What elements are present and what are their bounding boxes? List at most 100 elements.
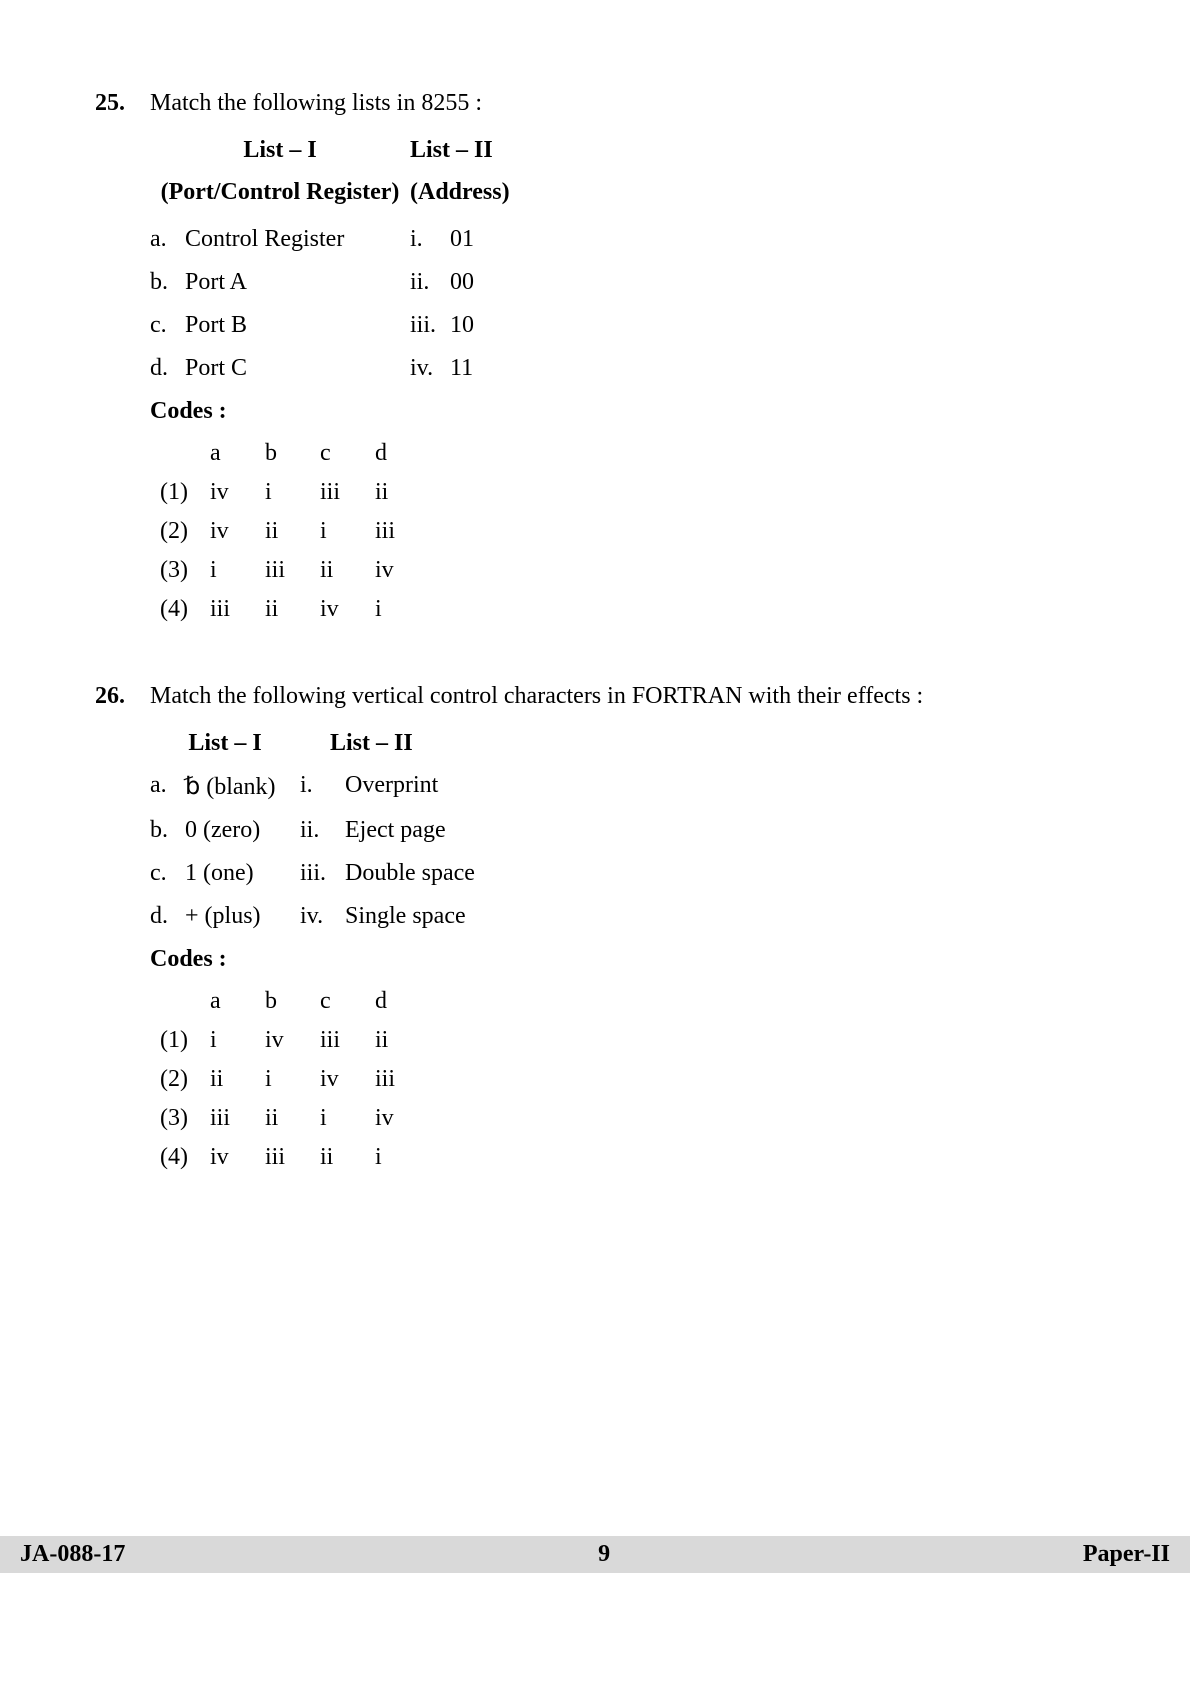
q26-opt2-d: iii: [375, 1066, 430, 1093]
q26-opt4-a: iv: [210, 1144, 265, 1171]
q26-codes-label: Codes :: [150, 946, 1095, 973]
question-26-number: 26.: [95, 683, 150, 710]
q25-codes-header-d: d: [375, 440, 430, 467]
q25-item-ii-label: ii.: [410, 269, 450, 296]
q25-item-i-text: 01: [450, 226, 1095, 253]
q26-codes-row-4: (4) iv iii ii i: [160, 1144, 1095, 1171]
list-item: d. Port C iv. 11: [150, 355, 1095, 382]
q25-option-3: (3): [160, 557, 210, 584]
q25-option-2: (2): [160, 518, 210, 545]
q25-opt1-c: iii: [320, 479, 375, 506]
question-25-body: List – I List – II (Port/Control Registe…: [150, 137, 1095, 623]
q25-list-headers: List – I List – II: [150, 137, 1095, 164]
q26-item-c-text: 1 (one): [185, 860, 300, 887]
q26-opt2-c: iv: [320, 1066, 375, 1093]
q26-item-b-label: b.: [150, 817, 185, 844]
q26-opt2-b: i: [265, 1066, 320, 1093]
q25-opt1-d: ii: [375, 479, 430, 506]
q26-item-iv-label: iv.: [300, 903, 345, 930]
question-26-text: Match the following vertical control cha…: [150, 683, 1095, 710]
list-item: b. Port A ii. 00: [150, 269, 1095, 296]
q25-codes-row-1: (1) iv i iii ii: [160, 479, 1095, 506]
list-item: c. 1 (one) iii. Double space: [150, 860, 1095, 887]
q26-codes-header-b: b: [265, 988, 320, 1015]
q25-opt3-c: ii: [320, 557, 375, 584]
q26-opt1-a: i: [210, 1027, 265, 1054]
q25-item-iii-label: iii.: [410, 312, 450, 339]
q25-opt3-a: i: [210, 557, 265, 584]
q26-opt3-a: iii: [210, 1105, 265, 1132]
q26-item-iv-text: Single space: [345, 903, 1095, 930]
question-25-number: 25.: [95, 90, 150, 117]
q25-item-d-text: Port C: [185, 355, 410, 382]
q25-item-iv-label: iv.: [410, 355, 450, 382]
q26-item-b-text: 0 (zero): [185, 817, 300, 844]
q25-item-a-label: a.: [150, 226, 185, 253]
q26-item-d-text: + (plus): [185, 903, 300, 930]
q25-opt4-c: iv: [320, 596, 375, 623]
q26-codes-header-a: a: [210, 988, 265, 1015]
q26-opt4-c: ii: [320, 1144, 375, 1171]
q26-item-a-text: ␢ (blank): [185, 772, 300, 801]
q25-codes-row-3: (3) i iii ii iv: [160, 557, 1095, 584]
q26-item-i-label: i.: [300, 772, 345, 801]
q26-item-a-label: a.: [150, 772, 185, 801]
q25-codes-table: a b c d (1) iv i iii ii (2) iv ii i iii …: [160, 440, 1095, 623]
footer-left: JA-088-17: [20, 1541, 125, 1568]
q25-opt4-a: iii: [210, 596, 265, 623]
q26-codes-row-1: (1) i iv iii ii: [160, 1027, 1095, 1054]
q25-item-c-text: Port B: [185, 312, 410, 339]
q26-option-4: (4): [160, 1144, 210, 1171]
q26-item-ii-label: ii.: [300, 817, 345, 844]
q25-codes-header-c: c: [320, 440, 375, 467]
q26-item-c-label: c.: [150, 860, 185, 887]
q25-opt2-a: iv: [210, 518, 265, 545]
q26-opt3-c: i: [320, 1105, 375, 1132]
question-26-body: List – I List – II a. ␢ (blank) i. Overp…: [150, 730, 1095, 1171]
q25-list2-header: List – II: [410, 137, 590, 164]
q26-item-ii-text: Eject page: [345, 817, 1095, 844]
q26-option-2: (2): [160, 1066, 210, 1093]
question-26-header: 26. Match the following vertical control…: [95, 683, 1095, 710]
q25-item-iv-text: 11: [450, 355, 1095, 382]
list-item: b. 0 (zero) ii. Eject page: [150, 817, 1095, 844]
q25-item-a-text: Control Register: [185, 226, 410, 253]
q25-opt3-b: iii: [265, 557, 320, 584]
footer-page-number: 9: [598, 1541, 610, 1568]
q25-codes-row-4: (4) iii ii iv i: [160, 596, 1095, 623]
q26-opt1-c: iii: [320, 1027, 375, 1054]
q25-opt3-d: iv: [375, 557, 430, 584]
q26-codes-row-3: (3) iii ii i iv: [160, 1105, 1095, 1132]
q25-opt4-d: i: [375, 596, 430, 623]
question-25: 25. Match the following lists in 8255 : …: [95, 90, 1095, 623]
list-item: a. Control Register i. 01: [150, 226, 1095, 253]
q26-item-iii-text: Double space: [345, 860, 1095, 887]
q26-list2-header: List – II: [300, 730, 500, 757]
q25-opt2-c: i: [320, 518, 375, 545]
q25-list1-header: List – I: [150, 137, 410, 164]
q26-option-3: (3): [160, 1105, 210, 1132]
q25-opt2-b: ii: [265, 518, 320, 545]
q26-opt2-a: ii: [210, 1066, 265, 1093]
q26-codes-header-d: d: [375, 988, 430, 1015]
q26-item-iii-label: iii.: [300, 860, 345, 887]
q26-opt4-b: iii: [265, 1144, 320, 1171]
q25-codes-label: Codes :: [150, 398, 1095, 425]
q26-opt1-b: iv: [265, 1027, 320, 1054]
q26-item-i-text: Overprint: [345, 772, 1095, 801]
q26-codes-blank: [160, 988, 210, 1015]
q26-opt3-d: iv: [375, 1105, 430, 1132]
q26-option-1: (1): [160, 1027, 210, 1054]
q26-codes-row-2: (2) ii i iv iii: [160, 1066, 1095, 1093]
question-26: 26. Match the following vertical control…: [95, 683, 1095, 1171]
q25-option-4: (4): [160, 596, 210, 623]
q25-list-subheaders: (Port/Control Register) (Address): [150, 179, 1095, 206]
q25-opt1-b: i: [265, 479, 320, 506]
q25-item-d-label: d.: [150, 355, 185, 382]
q26-opt1-d: ii: [375, 1027, 430, 1054]
q25-codes-row-2: (2) iv ii i iii: [160, 518, 1095, 545]
q25-codes-header-b: b: [265, 440, 320, 467]
q25-codes-header-row: a b c d: [160, 440, 1095, 467]
q25-item-b-text: Port A: [185, 269, 410, 296]
question-25-text: Match the following lists in 8255 :: [150, 90, 1095, 117]
